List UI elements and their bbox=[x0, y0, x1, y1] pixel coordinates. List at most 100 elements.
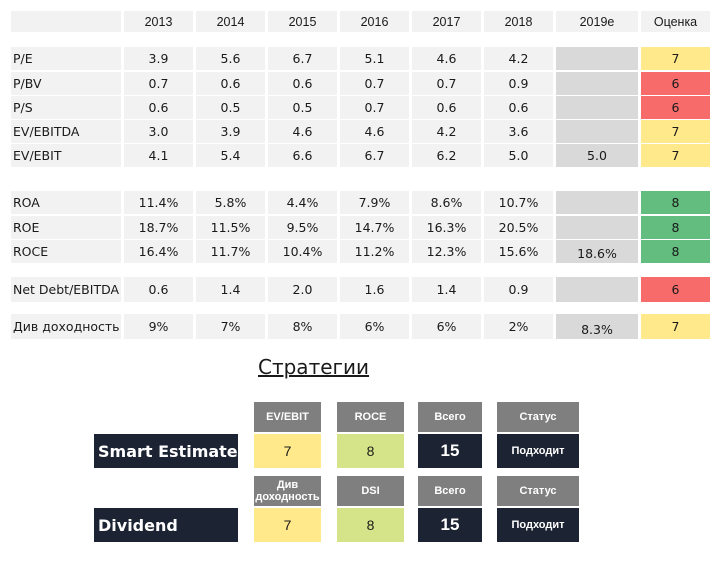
metric2-header: DSI bbox=[337, 476, 404, 506]
header-2014: 2014 bbox=[196, 11, 265, 32]
metric2-score: 8 bbox=[337, 434, 404, 468]
row-label: ROCE bbox=[11, 240, 121, 263]
value-cell: 0.6 bbox=[196, 72, 265, 95]
status-value: Подходит bbox=[497, 434, 579, 468]
value-cell: 0.9 bbox=[484, 72, 553, 95]
strategies-title: Стратегии bbox=[258, 355, 370, 379]
status-value: Подходит bbox=[497, 508, 579, 542]
value-cell: 6.7 bbox=[268, 47, 337, 70]
value-cell: 1.6 bbox=[340, 277, 409, 302]
metric1-score: 7 bbox=[254, 434, 321, 468]
row-label: Див доходность bbox=[11, 314, 121, 339]
value-cell: 5.8% bbox=[196, 191, 265, 214]
value-cell: 1.4 bbox=[196, 277, 265, 302]
estimate-cell bbox=[556, 47, 638, 70]
value-cell: 11.7% bbox=[196, 240, 265, 263]
total-score: 15 bbox=[418, 508, 482, 542]
row-label: ROA bbox=[11, 191, 121, 214]
header-2013: 2013 bbox=[124, 11, 193, 32]
value-cell: 18.7% bbox=[124, 216, 193, 239]
metric2-header: ROCE bbox=[337, 402, 404, 432]
value-cell: 6% bbox=[412, 314, 481, 339]
header-2018: 2018 bbox=[484, 11, 553, 32]
value-cell: 2.0 bbox=[268, 277, 337, 302]
value-cell: 0.6 bbox=[268, 72, 337, 95]
score-cell: 6 bbox=[641, 277, 710, 302]
value-cell: 6.7 bbox=[340, 144, 409, 167]
header-score: Оценка bbox=[641, 11, 710, 32]
value-cell: 14.7% bbox=[340, 216, 409, 239]
score-cell: 7 bbox=[641, 144, 710, 167]
score-cell: 7 bbox=[641, 120, 710, 143]
value-cell: 3.9 bbox=[196, 120, 265, 143]
value-cell: 5.6 bbox=[196, 47, 265, 70]
header-2015: 2015 bbox=[268, 11, 337, 32]
value-cell: 0.9 bbox=[484, 277, 553, 302]
value-cell: 5.0 bbox=[484, 144, 553, 167]
row-label: EV/EBIT bbox=[11, 144, 121, 167]
value-cell: 4.6 bbox=[412, 47, 481, 70]
value-cell: 8% bbox=[268, 314, 337, 339]
value-cell: 0.7 bbox=[412, 72, 481, 95]
value-cell: 4.6 bbox=[340, 120, 409, 143]
score-cell: 8 bbox=[641, 191, 710, 214]
header-2019e: 2019e bbox=[556, 11, 638, 32]
value-cell: 5.4 bbox=[196, 144, 265, 167]
value-cell: 4.2 bbox=[484, 47, 553, 70]
row-label: P/S bbox=[11, 96, 121, 119]
value-cell: 16.4% bbox=[124, 240, 193, 263]
estimate-cell: 8.3% bbox=[556, 314, 638, 339]
value-cell: 1.4 bbox=[412, 277, 481, 302]
value-cell: 0.7 bbox=[124, 72, 193, 95]
value-cell: 11.5% bbox=[196, 216, 265, 239]
row-label: EV/EBITDA bbox=[11, 120, 121, 143]
score-cell: 8 bbox=[641, 240, 710, 263]
value-cell: 0.5 bbox=[268, 96, 337, 119]
value-cell: 6.2 bbox=[412, 144, 481, 167]
value-cell: 15.6% bbox=[484, 240, 553, 263]
strategy-name: Dividend bbox=[94, 508, 238, 542]
status-header: Статус bbox=[497, 402, 579, 432]
estimate-cell bbox=[556, 72, 638, 95]
value-cell: 4.4% bbox=[268, 191, 337, 214]
row-label: ROE bbox=[11, 216, 121, 239]
value-cell: 4.6 bbox=[268, 120, 337, 143]
score-cell: 7 bbox=[641, 47, 710, 70]
score-cell: 7 bbox=[641, 314, 710, 339]
value-cell: 9% bbox=[124, 314, 193, 339]
value-cell: 3.6 bbox=[484, 120, 553, 143]
estimate-cell bbox=[556, 96, 638, 119]
value-cell: 10.4% bbox=[268, 240, 337, 263]
value-cell: 11.4% bbox=[124, 191, 193, 214]
value-cell: 0.6 bbox=[412, 96, 481, 119]
value-cell: 10.7% bbox=[484, 191, 553, 214]
metric1-header: Див доходность bbox=[254, 476, 321, 506]
score-cell: 6 bbox=[641, 96, 710, 119]
value-cell: 0.6 bbox=[124, 96, 193, 119]
header-2017: 2017 bbox=[412, 11, 481, 32]
metric1-header: EV/EBIT bbox=[254, 402, 321, 432]
estimate-cell bbox=[556, 120, 638, 143]
score-cell: 6 bbox=[641, 72, 710, 95]
value-cell: 2% bbox=[484, 314, 553, 339]
value-cell: 4.1 bbox=[124, 144, 193, 167]
estimate-cell: 5.0 bbox=[556, 144, 638, 167]
value-cell: 0.5 bbox=[196, 96, 265, 119]
metric1-score: 7 bbox=[254, 508, 321, 542]
strategy-name: Smart Estimate bbox=[94, 434, 238, 468]
status-header: Статус bbox=[497, 476, 579, 506]
total-header: Всего bbox=[418, 402, 482, 432]
value-cell: 0.6 bbox=[484, 96, 553, 119]
value-cell: 0.7 bbox=[340, 96, 409, 119]
value-cell: 12.3% bbox=[412, 240, 481, 263]
value-cell: 7.9% bbox=[340, 191, 409, 214]
value-cell: 8.6% bbox=[412, 191, 481, 214]
value-cell: 16.3% bbox=[412, 216, 481, 239]
total-header: Всего bbox=[418, 476, 482, 506]
total-score: 15 bbox=[418, 434, 482, 468]
value-cell: 6% bbox=[340, 314, 409, 339]
estimate-cell bbox=[556, 216, 638, 239]
value-cell: 6.6 bbox=[268, 144, 337, 167]
row-label: P/E bbox=[11, 47, 121, 70]
value-cell: 0.6 bbox=[124, 277, 193, 302]
